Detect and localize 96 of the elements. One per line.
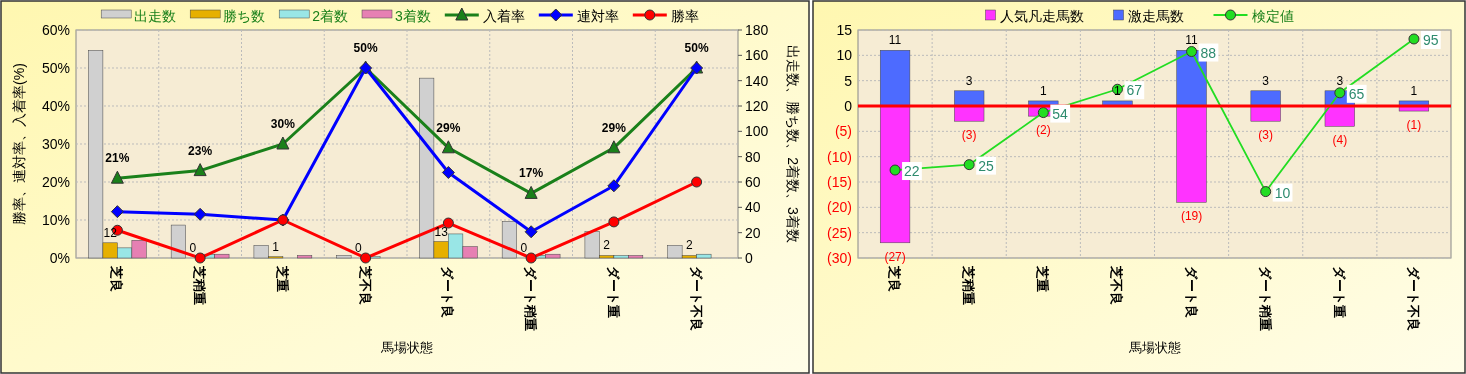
data-label: 50% <box>684 41 709 55</box>
x-tick-label: ダート稍重 <box>1257 266 1273 331</box>
x-tick-label: ダート不良 <box>1405 266 1421 331</box>
data-label: 25 <box>978 157 994 174</box>
data-label: 23% <box>188 143 213 158</box>
y-tick-label: (15) <box>827 174 852 190</box>
y-tick-label: 30% <box>41 136 70 152</box>
x-tick-label: 芝稍重 <box>192 265 208 305</box>
data-label: 3 <box>1336 73 1344 88</box>
data-label: 1 <box>1114 83 1122 98</box>
data-label: 21% <box>105 151 130 166</box>
data-label: 50% <box>353 41 378 55</box>
legend-label: 検定値 <box>1251 8 1294 24</box>
y2-tick-label: 80 <box>745 148 761 165</box>
y-tick-label: 50% <box>41 60 70 76</box>
x-tick-label: 芝良 <box>887 265 903 292</box>
data-label: 2 <box>686 238 694 253</box>
data-label: 88 <box>1200 44 1217 61</box>
data-label: 17% <box>519 166 544 181</box>
data-label: (19) <box>1180 209 1203 224</box>
data-label: 67 <box>1126 82 1143 99</box>
data-label: (1) <box>1406 118 1422 133</box>
y2-axis-title: 出走数、勝ち数、2着数、3着数 <box>785 45 801 243</box>
y-tick-label: 0 <box>844 98 853 114</box>
x-tick-label: 芝不良 <box>357 265 373 305</box>
data-label: 1 <box>272 239 280 254</box>
data-label: (2) <box>1035 123 1051 138</box>
legend-label: 入着率 <box>482 8 525 24</box>
data-label: 13 <box>434 224 449 239</box>
data-label: 0 <box>189 241 197 255</box>
y-tick-label: 10 <box>836 47 853 64</box>
data-label: 29% <box>436 120 461 135</box>
data-label: 1 <box>1039 83 1047 98</box>
data-label: 1 <box>1410 83 1418 98</box>
data-label: 3 <box>965 73 973 88</box>
data-label: 22 <box>904 163 920 180</box>
data-label: 30% <box>270 117 296 131</box>
y2-tick-label: 0 <box>745 250 753 266</box>
legend-label: 人気凡走馬数 <box>999 8 1084 24</box>
y-tick-label: 40% <box>41 98 70 114</box>
legend-label: 勝ち数 <box>223 8 266 24</box>
data-label: 29% <box>601 120 627 135</box>
y2-tick-label: 180 <box>745 22 769 38</box>
y-tick-label: 0% <box>49 250 70 266</box>
y-tick-label: (30) <box>827 250 852 266</box>
y-tick-label: 5 <box>844 72 853 89</box>
y-tick-label: 15 <box>836 22 853 38</box>
legend-label: 出走数 <box>134 8 177 24</box>
data-label: 95 <box>1422 31 1439 48</box>
y2-tick-label: 140 <box>745 72 769 89</box>
y-tick-label: (25) <box>827 224 852 241</box>
legend-label: 2着数 <box>312 8 348 24</box>
y-axis-title: 勝率、連対率、入着率(%) <box>11 63 27 225</box>
x-tick-label: ダート重 <box>605 266 621 318</box>
x-tick-label: 芝稍重 <box>961 265 977 305</box>
x-axis-title: 馬場状態 <box>1127 340 1181 355</box>
data-label: 10 <box>1274 184 1291 201</box>
data-label: (4) <box>1332 133 1348 148</box>
y-tick-label: (20) <box>827 199 852 216</box>
y2-tick-label: 100 <box>745 123 769 140</box>
data-label: 12 <box>103 225 118 240</box>
y-tick-label: 10% <box>41 212 70 228</box>
data-label: 0 <box>520 241 528 255</box>
data-label: 11 <box>888 33 902 48</box>
y2-tick-label: 60 <box>745 174 761 190</box>
data-label: 11 <box>1185 33 1199 48</box>
x-tick-label: ダート重 <box>1331 266 1347 318</box>
x-axis-title: 馬場状態 <box>380 340 433 355</box>
legend-label: 激走馬数 <box>1127 8 1184 24</box>
legend-label: 3着数 <box>395 8 431 24</box>
y2-tick-label: 160 <box>745 47 769 64</box>
legend-label: 連対率 <box>576 8 619 24</box>
data-label: 3 <box>1262 73 1270 88</box>
x-tick-label: ダート稍重 <box>523 266 539 331</box>
x-tick-label: ダート良 <box>1183 266 1199 318</box>
data-label: (27) <box>884 249 906 264</box>
y-tick-label: (5) <box>834 123 852 140</box>
x-tick-label: 芝不良 <box>1109 265 1125 305</box>
y2-tick-label: 40 <box>745 199 761 216</box>
data-label: 65 <box>1348 85 1365 102</box>
data-label: (3) <box>1258 128 1274 143</box>
y-tick-label: 60% <box>41 22 70 38</box>
x-tick-label: 芝良 <box>109 265 125 292</box>
x-tick-label: 芝重 <box>274 265 290 292</box>
y-tick-label: (10) <box>827 148 852 165</box>
y-tick-label: 20% <box>41 174 70 190</box>
data-label: 0 <box>355 241 363 255</box>
y2-tick-label: 120 <box>745 98 769 114</box>
legend-label: 勝率 <box>670 8 699 24</box>
x-tick-label: ダート不良 <box>688 266 704 331</box>
data-label: (3) <box>961 128 977 143</box>
y2-tick-label: 20 <box>745 224 761 241</box>
x-tick-label: 芝重 <box>1035 265 1051 292</box>
data-label: 54 <box>1052 105 1069 122</box>
x-tick-label: ダート良 <box>440 266 456 318</box>
data-label: 2 <box>603 238 611 253</box>
